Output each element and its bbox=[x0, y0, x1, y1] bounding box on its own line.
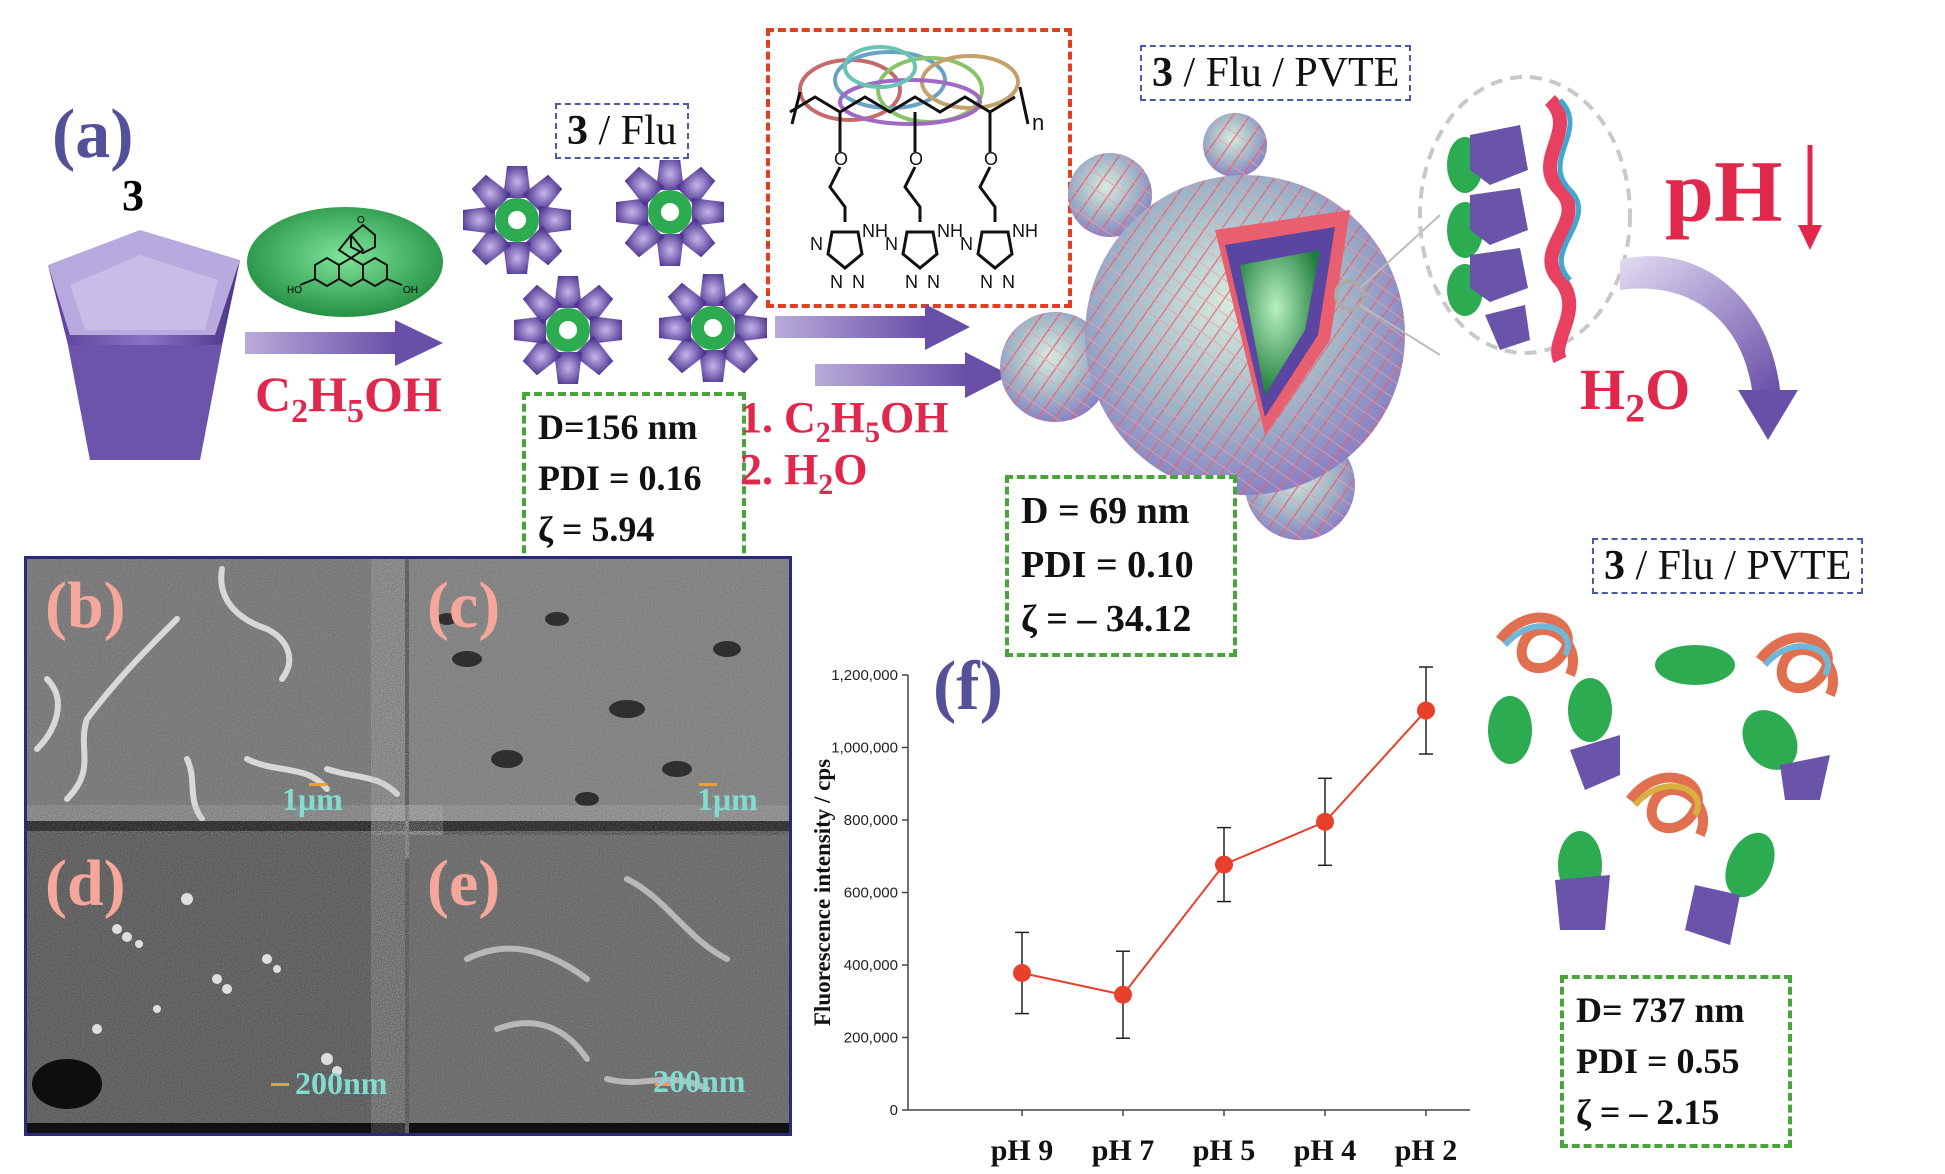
sem-image-b bbox=[27, 559, 405, 831]
x-tick-label: pH 5 bbox=[1193, 1134, 1256, 1167]
panel-label-a: (a) bbox=[52, 96, 134, 173]
svg-text:N: N bbox=[960, 234, 973, 254]
sem-image-e bbox=[409, 835, 789, 1133]
micelle-cluster-icon bbox=[463, 160, 767, 384]
props-3-flu-pvte: D = 69 nm PDI = 0.10 ζ = – 34.12 bbox=[1005, 475, 1237, 657]
label-3-flu-pvte-bottom: 3 / Flu / PVTE bbox=[1592, 538, 1864, 594]
y-tick-label: 800,000 bbox=[844, 812, 898, 829]
arrow-step2-icon bbox=[775, 304, 1010, 398]
small-sphere-1 bbox=[1203, 113, 1267, 177]
scale-bar-e bbox=[655, 1083, 673, 1086]
compound-label: 3 bbox=[122, 171, 144, 220]
sem-images bbox=[27, 559, 789, 1133]
sem-panel-grid: (b) (c) (d) (e) 1μm 1μm 200nm 200nm bbox=[24, 556, 792, 1136]
y-tick-label: 1,000,000 bbox=[831, 740, 898, 757]
nanoparticle-spheres-icon bbox=[1000, 113, 1440, 540]
svg-text:N: N bbox=[830, 272, 843, 292]
data-point bbox=[1417, 701, 1435, 720]
svg-text:N: N bbox=[927, 272, 940, 292]
svg-text:N: N bbox=[852, 272, 865, 292]
ph-down-arrow-icon bbox=[1798, 145, 1822, 250]
y-tick-label: 600,000 bbox=[844, 885, 898, 902]
scale-bar-d bbox=[271, 1083, 289, 1086]
props-after-ph: D= 737 nm PDI = 0.55 ζ = – 2.15 bbox=[1560, 975, 1792, 1149]
svg-text:NH: NH bbox=[862, 221, 888, 241]
step1-solvent: C2H5OH bbox=[255, 366, 442, 430]
y-tick-label: 400,000 bbox=[844, 957, 898, 974]
label-3-flu-pvte-top: 3 / Flu / PVTE bbox=[1140, 45, 1412, 101]
svg-text:NH: NH bbox=[1012, 221, 1038, 241]
sem-image-c bbox=[409, 559, 789, 831]
x-tick-label: pH 4 bbox=[1294, 1134, 1357, 1167]
step2-conditions-line1: 1. C2H5OH bbox=[740, 393, 949, 449]
fluorescence-chart: 0 200,000 400,000 600,000 800,000 1,000,000 1,… bbox=[810, 666, 1470, 1167]
panel-label-c: (c) bbox=[427, 569, 501, 642]
x-tick-label: pH 7 bbox=[1092, 1134, 1155, 1167]
panel-label-d: (d) bbox=[45, 847, 126, 920]
fluorescein-molecule-icon: HO OH O bbox=[247, 207, 443, 317]
svg-text:N: N bbox=[905, 272, 918, 292]
svg-text:HO: HO bbox=[287, 285, 302, 296]
scale-label-d: 200nm bbox=[295, 1065, 388, 1101]
x-tick-label: pH 2 bbox=[1395, 1134, 1458, 1167]
data-point bbox=[1114, 985, 1132, 1004]
svg-text:OH: OH bbox=[403, 285, 418, 296]
scale-label-e: 200nm bbox=[653, 1063, 746, 1099]
arrow-step1-icon bbox=[245, 320, 443, 366]
scale-bar-b bbox=[309, 783, 327, 786]
y-tick-label: 1,200,000 bbox=[831, 667, 898, 684]
svg-text:N: N bbox=[1002, 272, 1015, 292]
data-point bbox=[1316, 812, 1334, 831]
y-axis-label: Fluorescence intensity / cps bbox=[810, 759, 835, 1026]
props-3-flu: D=156 nm PDI = 0.16 ζ = 5.94 bbox=[522, 392, 746, 566]
data-point bbox=[1215, 855, 1233, 874]
pillararene-cup-icon bbox=[48, 230, 240, 460]
sem-image-d bbox=[27, 835, 405, 1133]
scale-label-c: 1μm bbox=[697, 781, 758, 817]
svg-text:O: O bbox=[984, 149, 998, 169]
x-tick-label: pH 9 bbox=[991, 1134, 1054, 1167]
water-label: H2O bbox=[1580, 357, 1691, 431]
y-tick-label: 200,000 bbox=[844, 1030, 898, 1047]
data-point bbox=[1013, 963, 1031, 982]
curved-arrow-icon bbox=[1620, 256, 1798, 440]
svg-text:N: N bbox=[980, 272, 993, 292]
svg-text:O: O bbox=[357, 215, 365, 226]
dissociated-components-icon bbox=[1488, 612, 1838, 945]
svg-text:N: N bbox=[885, 234, 898, 254]
scale-bar-c bbox=[699, 783, 717, 786]
ph-label: pH bbox=[1665, 144, 1783, 241]
label-3-flu: 3 / Flu bbox=[555, 103, 689, 159]
y-tick-label: 0 bbox=[890, 1102, 898, 1119]
scale-label-b: 1μm bbox=[282, 781, 343, 817]
svg-text:O: O bbox=[834, 149, 848, 169]
panel-label-b: (b) bbox=[45, 569, 126, 642]
svg-text:N: N bbox=[810, 234, 823, 254]
svg-text:NH: NH bbox=[937, 221, 963, 241]
panel-label-f: (f) bbox=[933, 648, 1003, 725]
panel-label-e: (e) bbox=[427, 847, 501, 920]
zoom-inset-icon bbox=[1418, 75, 1632, 364]
svg-text:n: n bbox=[1032, 110, 1044, 135]
step2-conditions-line2: 2. H2O bbox=[740, 445, 868, 501]
svg-text:O: O bbox=[909, 149, 923, 169]
